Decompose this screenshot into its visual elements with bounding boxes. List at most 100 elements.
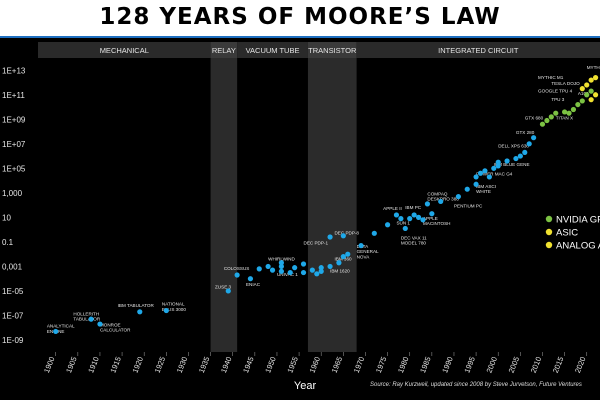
data-point-19 xyxy=(314,271,320,277)
point-label: ZUSE 3 xyxy=(215,285,232,290)
point-label: NATIONAL ELLIS 3000 xyxy=(162,302,186,312)
data-point-2 xyxy=(97,321,103,327)
x-tick-label: 1940 xyxy=(219,355,234,374)
data-point-51 xyxy=(504,158,510,164)
data-point-20 xyxy=(318,268,324,274)
point-label: ENIAC xyxy=(246,282,261,287)
x-tick-label: 2005 xyxy=(507,355,522,374)
data-point-43 xyxy=(473,174,479,180)
point-label: TPU 3 xyxy=(551,97,564,102)
data-point-11 xyxy=(278,268,284,274)
data-point-58 xyxy=(544,117,550,124)
legend-swatch-2 xyxy=(545,241,553,249)
data-point-30 xyxy=(384,222,391,228)
data-point-50 xyxy=(495,163,501,169)
point-label: MYTHIC M1 xyxy=(538,75,564,80)
era-header-2 xyxy=(237,42,308,58)
x-tick-label: 2000 xyxy=(484,355,499,374)
x-tick-label: 1905 xyxy=(64,355,79,374)
data-point-46 xyxy=(482,168,488,174)
data-point-42 xyxy=(464,186,470,192)
data-point-9 xyxy=(265,263,271,270)
x-tick-label: 1975 xyxy=(374,355,389,374)
y-tick-label: 1E+09 xyxy=(2,115,26,124)
data-point-21 xyxy=(318,265,324,271)
data-point-16 xyxy=(300,269,307,276)
x-tick-label: 1920 xyxy=(130,355,145,374)
data-point-72 xyxy=(592,92,599,98)
y-tick-label: 1E-05 xyxy=(2,287,24,296)
data-point-62 xyxy=(566,110,572,116)
x-tick-label: 1965 xyxy=(330,355,345,374)
data-point-52 xyxy=(513,155,519,162)
y-tick-label: 0.1 xyxy=(2,238,14,247)
y-tick-label: 10 xyxy=(2,213,11,222)
data-point-56 xyxy=(531,135,537,141)
x-tick-label: 2015 xyxy=(551,355,566,374)
data-point-12 xyxy=(278,263,284,270)
legend-swatch-1 xyxy=(545,228,553,236)
x-tick-label: 1985 xyxy=(418,355,433,374)
data-point-25 xyxy=(345,251,351,257)
x-tick-label: 1915 xyxy=(108,355,123,374)
data-point-67 xyxy=(588,88,594,94)
legend-label-2: ANALOG AI xyxy=(556,241,600,252)
data-point-57 xyxy=(539,121,546,127)
data-point-65 xyxy=(579,98,585,104)
x-tick-label: 1970 xyxy=(352,355,367,374)
data-point-22 xyxy=(327,263,333,270)
data-point-55 xyxy=(526,141,532,147)
era-header-4 xyxy=(356,42,600,58)
data-point-41 xyxy=(455,193,461,200)
data-point-49 xyxy=(495,159,501,165)
y-tick-label: 1E+13 xyxy=(2,66,26,75)
data-point-3 xyxy=(137,309,143,315)
data-point-71 xyxy=(592,75,599,81)
era-label-2: VACUUM TUBE xyxy=(246,46,300,55)
data-point-60 xyxy=(553,110,559,116)
era-label-4: INTEGRATED CIRCUIT xyxy=(438,46,519,55)
point-label: SUN 1 xyxy=(396,221,410,226)
data-point-63 xyxy=(570,106,577,113)
era-header-1 xyxy=(210,42,238,58)
point-label: TESLA DOJO xyxy=(551,81,580,86)
data-point-68 xyxy=(579,86,585,92)
era-header-0 xyxy=(38,42,211,58)
data-point-8 xyxy=(256,266,262,272)
point-label: UNIVAC 1 xyxy=(277,272,298,277)
point-label: COLOSSUS xyxy=(224,266,250,271)
x-tick-label: 1990 xyxy=(440,355,455,374)
x-tick-label: 1995 xyxy=(462,355,477,374)
data-point-66 xyxy=(584,92,590,98)
point-label: IBM PC xyxy=(405,205,422,210)
data-point-40 xyxy=(438,198,444,205)
point-label: ANALYTICALENGINE xyxy=(47,324,75,334)
point-label: WHIRLWIND xyxy=(268,256,295,261)
point-label: COMPAQ DESKPRO 386 xyxy=(427,191,459,201)
point-label: DEC PDP-1 xyxy=(304,240,329,245)
point-label: IBM ASCI WHITE xyxy=(476,184,496,194)
title-bar: 128 YEARS OF MOORE’S LAW xyxy=(0,0,600,38)
chart-title: 128 YEARS OF MOORE’S LAW xyxy=(99,4,501,30)
data-point-35 xyxy=(411,212,417,218)
point-label: APPLE II xyxy=(383,206,402,211)
y-tick-label: 1E+11 xyxy=(2,91,25,100)
x-axis-label: Year xyxy=(294,380,317,392)
point-label: IBM 1620 xyxy=(330,269,350,274)
data-point-17 xyxy=(300,261,307,267)
data-point-39 xyxy=(429,211,435,217)
data-point-70 xyxy=(588,77,594,83)
x-tick-label: 1900 xyxy=(42,355,57,374)
y-tick-label: 1E+05 xyxy=(2,164,26,173)
data-point-28 xyxy=(358,242,364,249)
data-point-27 xyxy=(340,233,346,239)
point-label: GTX 280 xyxy=(516,130,535,135)
data-point-47 xyxy=(486,174,492,180)
data-point-36 xyxy=(415,214,422,220)
x-tick-label: 1945 xyxy=(241,355,256,374)
point-label: GTX 680 xyxy=(525,115,544,120)
data-point-44 xyxy=(473,181,479,187)
x-tick-label: 1980 xyxy=(396,355,411,374)
